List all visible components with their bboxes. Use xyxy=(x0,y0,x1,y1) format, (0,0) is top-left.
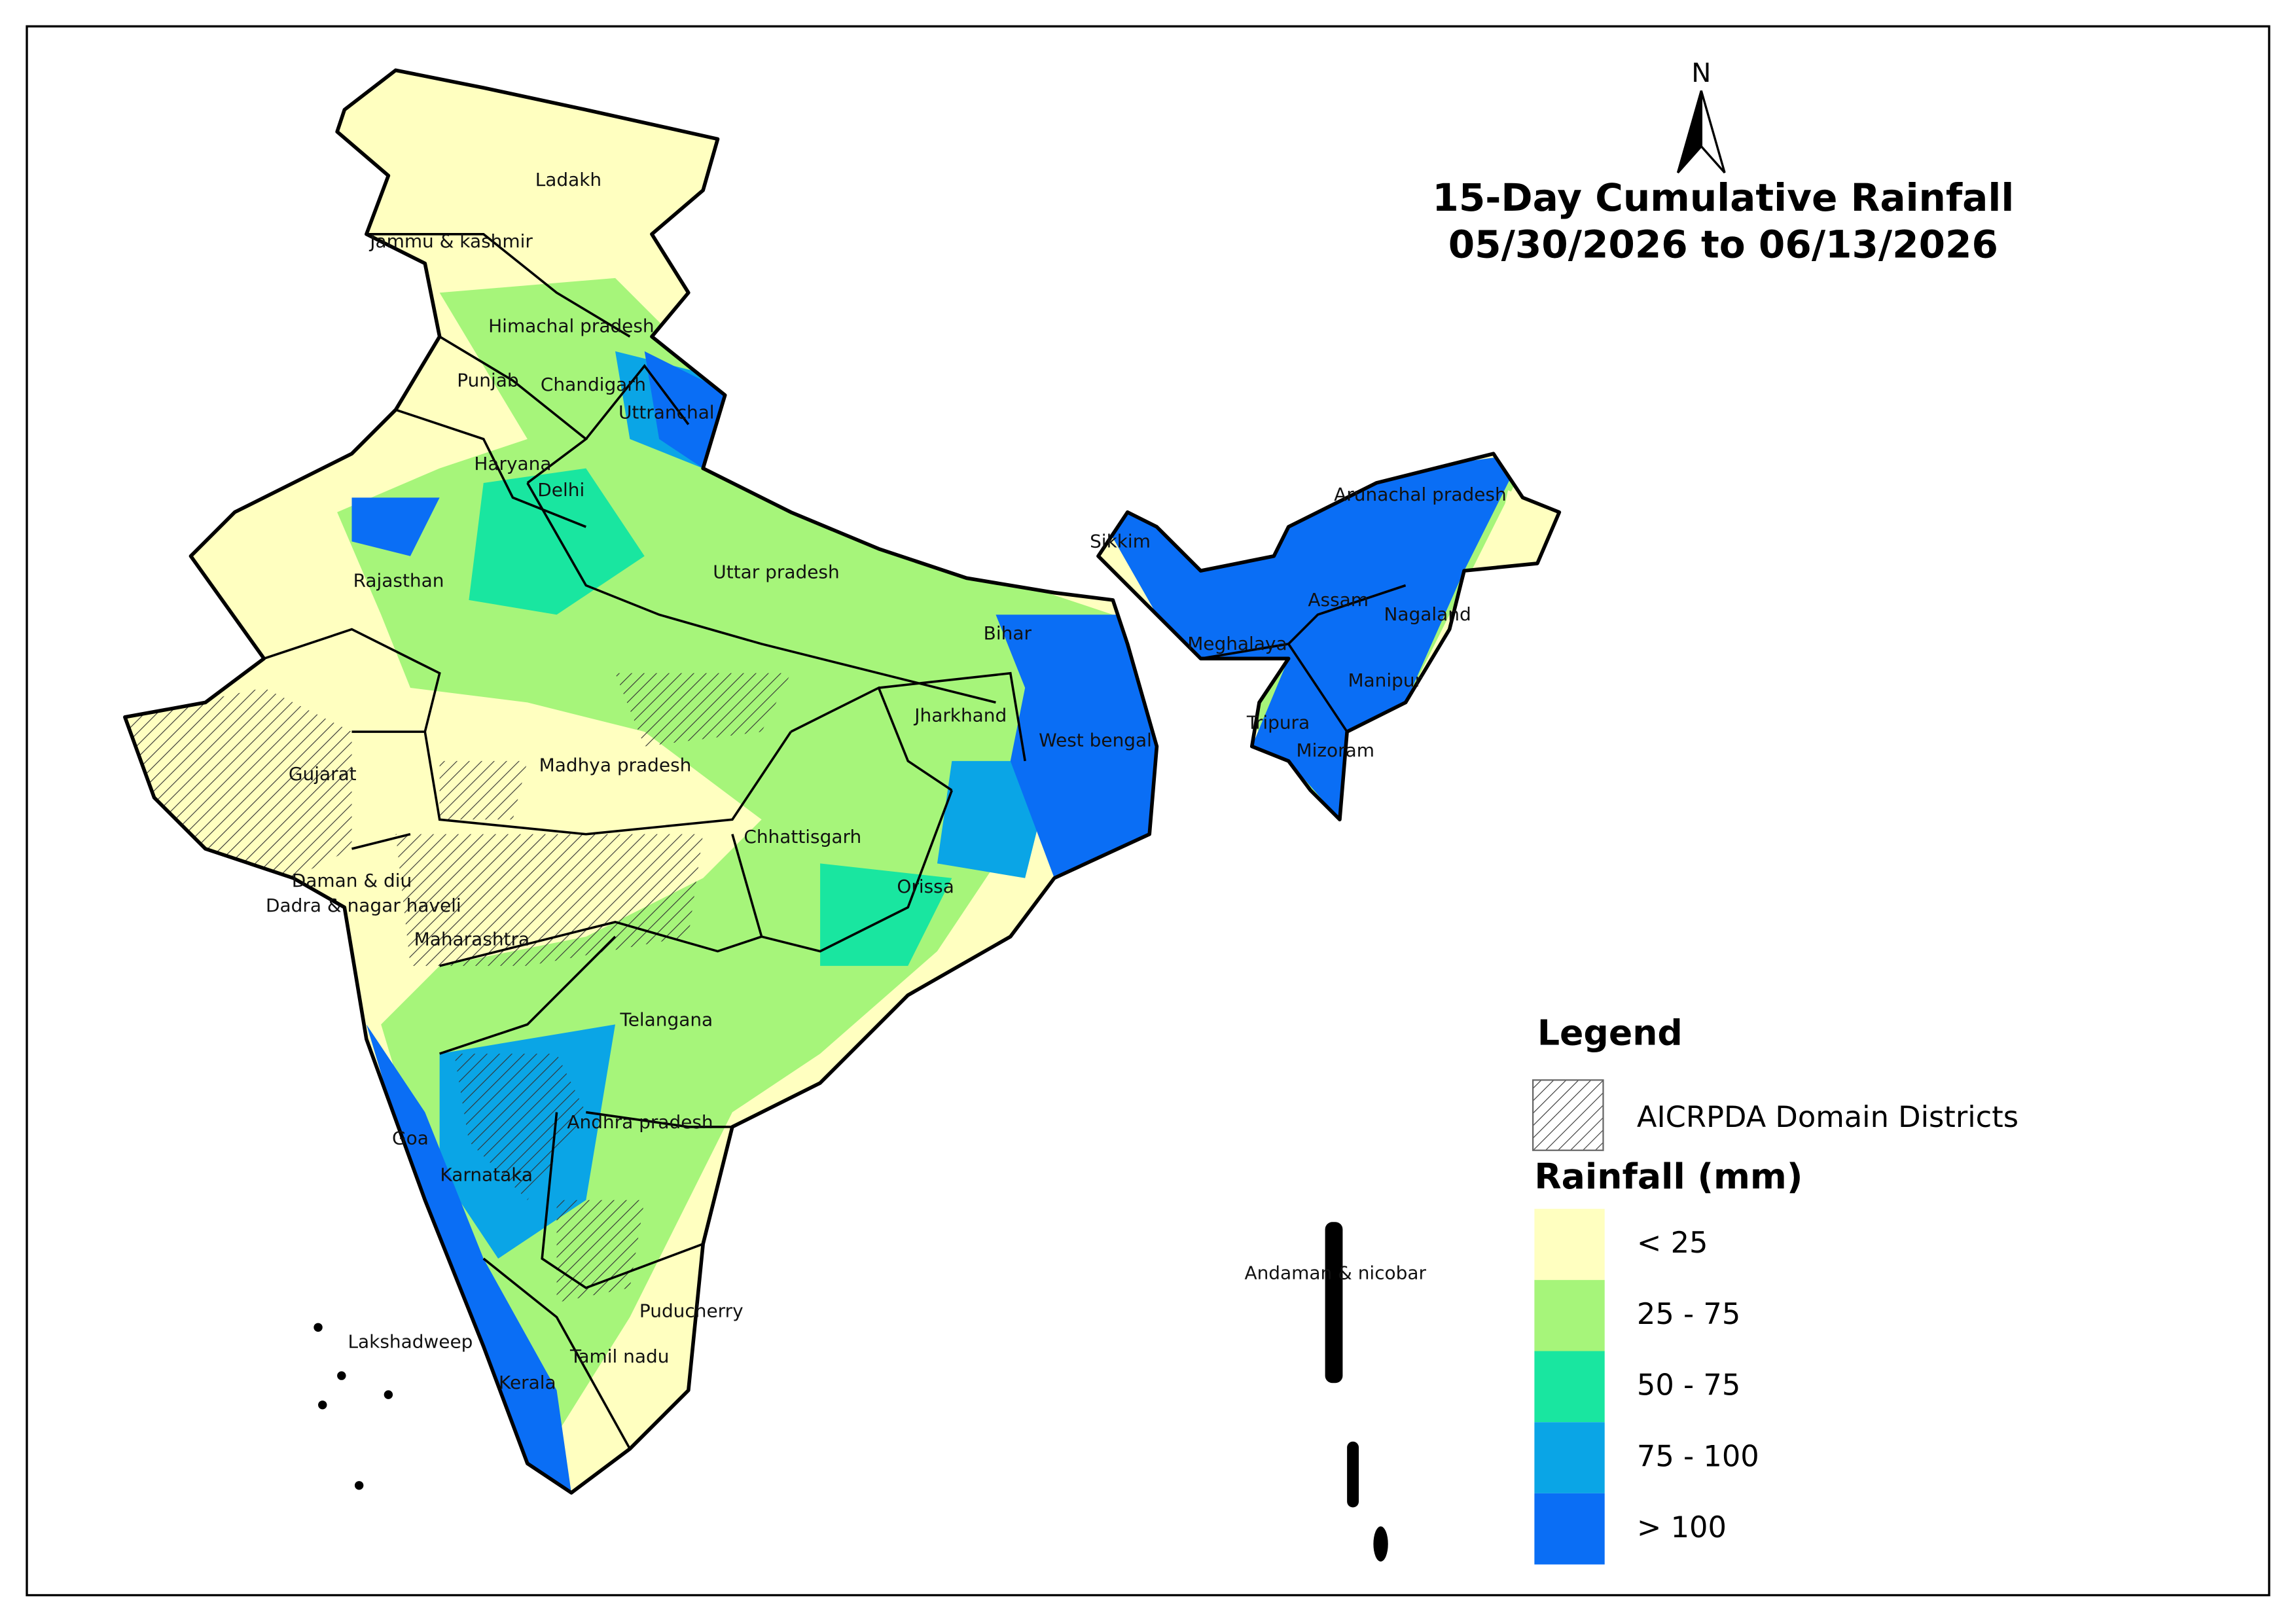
state-label: Nagaland xyxy=(1384,603,1471,625)
title-line: 05/30/2026 to 06/13/2026 xyxy=(1448,223,1998,267)
state-label: Madhya pradesh xyxy=(539,755,692,776)
state-label: Sikkim xyxy=(1090,530,1151,552)
aicrpda-domain xyxy=(124,673,791,1303)
state-label: Andhra pradesh xyxy=(567,1111,713,1133)
state-label: Dadra & nagar haveli xyxy=(266,895,461,916)
state-label: Meghalaya xyxy=(1187,633,1287,654)
state-label: Andaman & nicobar xyxy=(1244,1262,1426,1283)
state-label: Tamil nadu xyxy=(569,1346,669,1367)
rainfall-title: Rainfall (mm) xyxy=(1534,1156,1803,1197)
legend-swatch xyxy=(1534,1279,1605,1351)
state-label: Haryana xyxy=(474,453,551,474)
state-label: Ladakh xyxy=(535,169,601,190)
state-label: Maharashtra xyxy=(414,929,529,950)
state-label: Chhattisgarh xyxy=(744,826,861,847)
hatch-swatch xyxy=(1532,1079,1604,1151)
state-label: Punjab xyxy=(457,369,518,391)
state-labels: Ladakh Jammu & kashmir Himachal pradesh … xyxy=(266,169,1507,1393)
legend-label: > 100 xyxy=(1637,1510,1727,1544)
state-label: Delhi xyxy=(537,479,584,501)
state-label: Manipur xyxy=(1348,669,1422,691)
north-arrow: N xyxy=(1676,58,1726,173)
north-label: N xyxy=(1691,58,1711,88)
legend-swatch xyxy=(1534,1493,1605,1565)
legend: Legend AICRPDA Domain Districts Rainfall… xyxy=(1532,1012,2018,1565)
state-label: Goa xyxy=(392,1128,429,1149)
island xyxy=(318,1400,327,1410)
island xyxy=(314,1323,323,1332)
state-label: Daman & diu xyxy=(292,870,412,891)
legend-swatch xyxy=(1534,1209,1605,1280)
island xyxy=(1373,1526,1388,1562)
state-label: Telangana xyxy=(619,1009,713,1031)
rain-zone xyxy=(439,351,1054,1259)
island xyxy=(1325,1222,1343,1383)
state-label: Arunachal pradesh xyxy=(1334,484,1506,505)
arrow-left xyxy=(1676,90,1702,173)
state-label: Uttar pradesh xyxy=(713,561,839,582)
legend-label: 75 - 100 xyxy=(1637,1438,1759,1473)
state-borders xyxy=(263,233,1407,1450)
state-label: Bihar xyxy=(984,622,1032,644)
legend-label: < 25 xyxy=(1637,1225,1708,1260)
state-label: Karnataka xyxy=(440,1164,533,1186)
legend-swatch xyxy=(1534,1422,1605,1493)
state-label: Mizoram xyxy=(1297,740,1374,761)
state-label: Kerala xyxy=(499,1372,556,1393)
legend-label: 25 - 75 xyxy=(1637,1296,1740,1331)
legend-swatch xyxy=(1534,1351,1605,1423)
state-label: Chandigarh xyxy=(541,374,646,395)
state-label: Lakshadweep xyxy=(348,1331,473,1353)
island xyxy=(384,1390,393,1399)
state-label: Jammu & kashmir xyxy=(368,230,533,252)
island xyxy=(1347,1441,1359,1508)
state-label: Tripura xyxy=(1246,712,1310,734)
rain-zone xyxy=(351,351,1523,1493)
island xyxy=(354,1481,364,1490)
state-label: Puducherry xyxy=(639,1300,744,1322)
title-line: 15-Day Cumulative Rainfall xyxy=(1432,175,2014,220)
island xyxy=(337,1371,346,1380)
state-label: Himachal pradesh xyxy=(488,315,654,337)
islands xyxy=(314,1222,1388,1562)
state-label: Assam xyxy=(1308,589,1369,611)
state-label: Orissa xyxy=(897,876,954,897)
rain-zone xyxy=(1493,490,1560,563)
state-label: Rajasthan xyxy=(353,570,444,592)
legend-title: Legend xyxy=(1537,1012,1683,1054)
state-label: Jharkhand xyxy=(913,704,1007,726)
state-label: Gujarat xyxy=(289,763,357,785)
legend-label: 50 - 75 xyxy=(1637,1368,1740,1402)
state-label: West bengal xyxy=(1039,729,1152,751)
hatch-label: AICRPDA Domain Districts xyxy=(1637,1099,2018,1134)
state-label: Uttranchal xyxy=(619,402,715,423)
